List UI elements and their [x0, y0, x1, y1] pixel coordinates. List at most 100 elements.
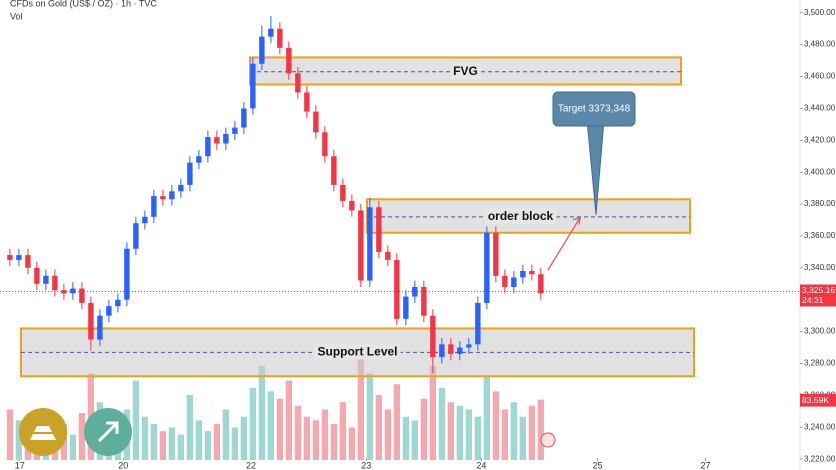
candle-body	[7, 255, 13, 260]
candle-body	[502, 275, 508, 287]
gold-bars	[30, 426, 56, 440]
volume-bar	[330, 423, 338, 460]
candle-body	[367, 207, 373, 281]
volume-bar	[186, 395, 194, 460]
candle-body	[178, 184, 184, 192]
volume-bar	[177, 434, 185, 460]
candle-body	[403, 296, 409, 319]
candle-body	[250, 63, 256, 109]
countdown-label: 24:31	[802, 295, 824, 305]
candle-body	[385, 251, 391, 260]
candle-body	[286, 47, 292, 74]
candle-body	[394, 259, 400, 319]
volume-bar	[258, 366, 266, 460]
volume-bar	[375, 395, 383, 460]
candle-body	[34, 267, 40, 284]
candle-body	[493, 232, 499, 276]
volume-bar	[465, 409, 472, 460]
volume-bar	[69, 434, 77, 460]
trend-arrow	[97, 421, 119, 443]
volume-bar	[384, 409, 392, 460]
candle-body	[196, 156, 202, 163]
x-tick-label: 22	[246, 460, 256, 470]
volume-bar	[429, 366, 436, 460]
zone-label: Support Level	[317, 345, 397, 359]
volume-bar	[456, 405, 463, 460]
volume-bar	[348, 427, 356, 460]
volume-bar	[528, 405, 535, 460]
volume-last-label: 83.59K	[802, 395, 829, 405]
event-icon	[540, 432, 556, 448]
candle-body	[97, 315, 103, 340]
x-tick-label: 27	[701, 460, 711, 470]
callout-box	[552, 91, 636, 127]
candle-body	[70, 288, 76, 294]
volume-bar	[267, 391, 275, 460]
volume-bar	[15, 420, 23, 460]
zone-label-bg	[450, 62, 481, 79]
y-tick-label: 3,340.00	[804, 263, 836, 272]
volume-bar	[150, 423, 158, 460]
candle-body	[259, 36, 265, 64]
y-tick-label: 3,380.00	[804, 199, 836, 208]
candle-body	[151, 196, 157, 217]
volume-bar	[366, 373, 374, 460]
volume-bar	[402, 416, 409, 460]
x-tick-label: 20	[118, 460, 128, 470]
candle-body	[529, 271, 535, 275]
volume-bar	[537, 399, 544, 460]
y-tick-label: 3,500.00	[804, 8, 836, 17]
candle-body	[232, 127, 238, 134]
candle-body	[295, 73, 301, 93]
volume-bar	[276, 398, 284, 460]
candle-body	[412, 286, 418, 297]
candle-body	[358, 210, 364, 281]
candle-body	[475, 302, 481, 345]
x-tick-label: 23	[361, 460, 371, 470]
candle-body	[16, 255, 22, 260]
volume-title: Vol	[10, 11, 23, 21]
last-price-label: 3,325.16	[802, 285, 835, 295]
candle-body	[331, 156, 337, 185]
x-tick-label: 24	[476, 460, 486, 470]
volume-bar	[78, 413, 86, 460]
candle-body	[169, 191, 175, 200]
y-tick-label: 3,300.00	[804, 327, 836, 336]
volume-bar	[141, 416, 149, 460]
volume-bar	[339, 402, 347, 460]
volume-bar	[483, 376, 490, 460]
candle-body	[304, 92, 310, 112]
volume-bar	[447, 402, 454, 460]
volume-bar	[519, 416, 526, 460]
candle-body	[160, 196, 166, 200]
candle-body	[484, 232, 490, 303]
candle-body	[268, 28, 274, 37]
candle-body	[448, 344, 454, 354]
candle-body	[133, 223, 139, 249]
candle-body	[214, 137, 220, 144]
candle-body	[538, 274, 544, 294]
candle-body	[457, 347, 463, 354]
volume-bar	[159, 431, 167, 460]
y-tick-label: 3,420.00	[804, 135, 836, 144]
callout-label: Target 3373,348	[558, 104, 631, 115]
candle-body	[340, 184, 346, 201]
candle-body	[106, 306, 112, 316]
y-tick-label: 3,400.00	[804, 167, 836, 176]
zone-label-bg	[484, 207, 557, 224]
candle-body	[124, 248, 130, 300]
candle-body	[25, 255, 31, 268]
y-tick-label: 3,280.00	[804, 359, 836, 368]
candle-body	[439, 344, 445, 358]
volume-bar	[438, 387, 445, 460]
volume-bar	[231, 427, 239, 460]
candle-body	[79, 288, 85, 303]
x-tick-label: 25	[593, 460, 603, 470]
volume-bar	[420, 398, 427, 460]
candle-body	[61, 290, 67, 294]
volume-bar	[285, 380, 293, 460]
y-tick-label: 3,360.00	[804, 231, 836, 240]
y-tick-label: 3,480.00	[804, 40, 836, 49]
volume-bar	[393, 384, 400, 460]
zone-label: FVG	[453, 64, 478, 78]
